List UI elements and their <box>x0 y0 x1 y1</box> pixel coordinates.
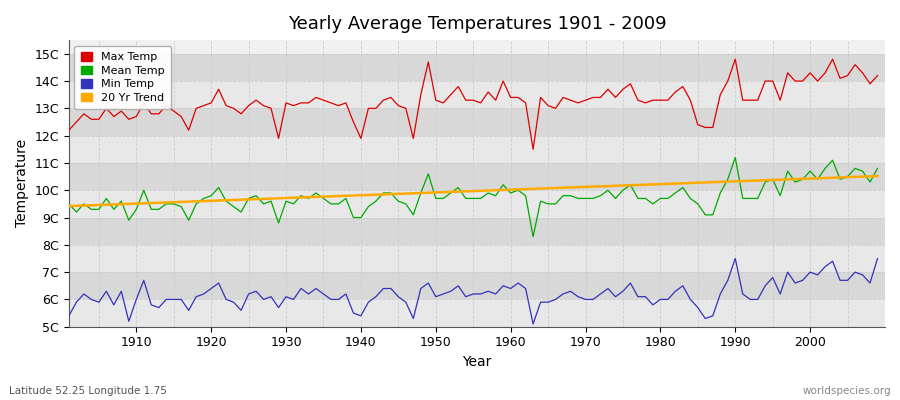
Text: worldspecies.org: worldspecies.org <box>803 386 891 396</box>
Y-axis label: Temperature: Temperature <box>15 139 29 228</box>
Title: Yearly Average Temperatures 1901 - 2009: Yearly Average Temperatures 1901 - 2009 <box>288 15 666 33</box>
Bar <box>69 108 885 136</box>
Bar <box>69 163 885 190</box>
Bar <box>69 190 885 218</box>
Bar <box>69 54 885 81</box>
Text: Latitude 52.25 Longitude 1.75: Latitude 52.25 Longitude 1.75 <box>9 386 166 396</box>
Bar <box>69 81 885 108</box>
Bar <box>69 218 885 245</box>
Bar <box>69 272 885 300</box>
Bar <box>69 300 885 327</box>
Bar <box>69 245 885 272</box>
X-axis label: Year: Year <box>463 355 491 369</box>
Legend: Max Temp, Mean Temp, Min Temp, 20 Yr Trend: Max Temp, Mean Temp, Min Temp, 20 Yr Tre… <box>75 46 171 110</box>
Bar <box>69 136 885 163</box>
